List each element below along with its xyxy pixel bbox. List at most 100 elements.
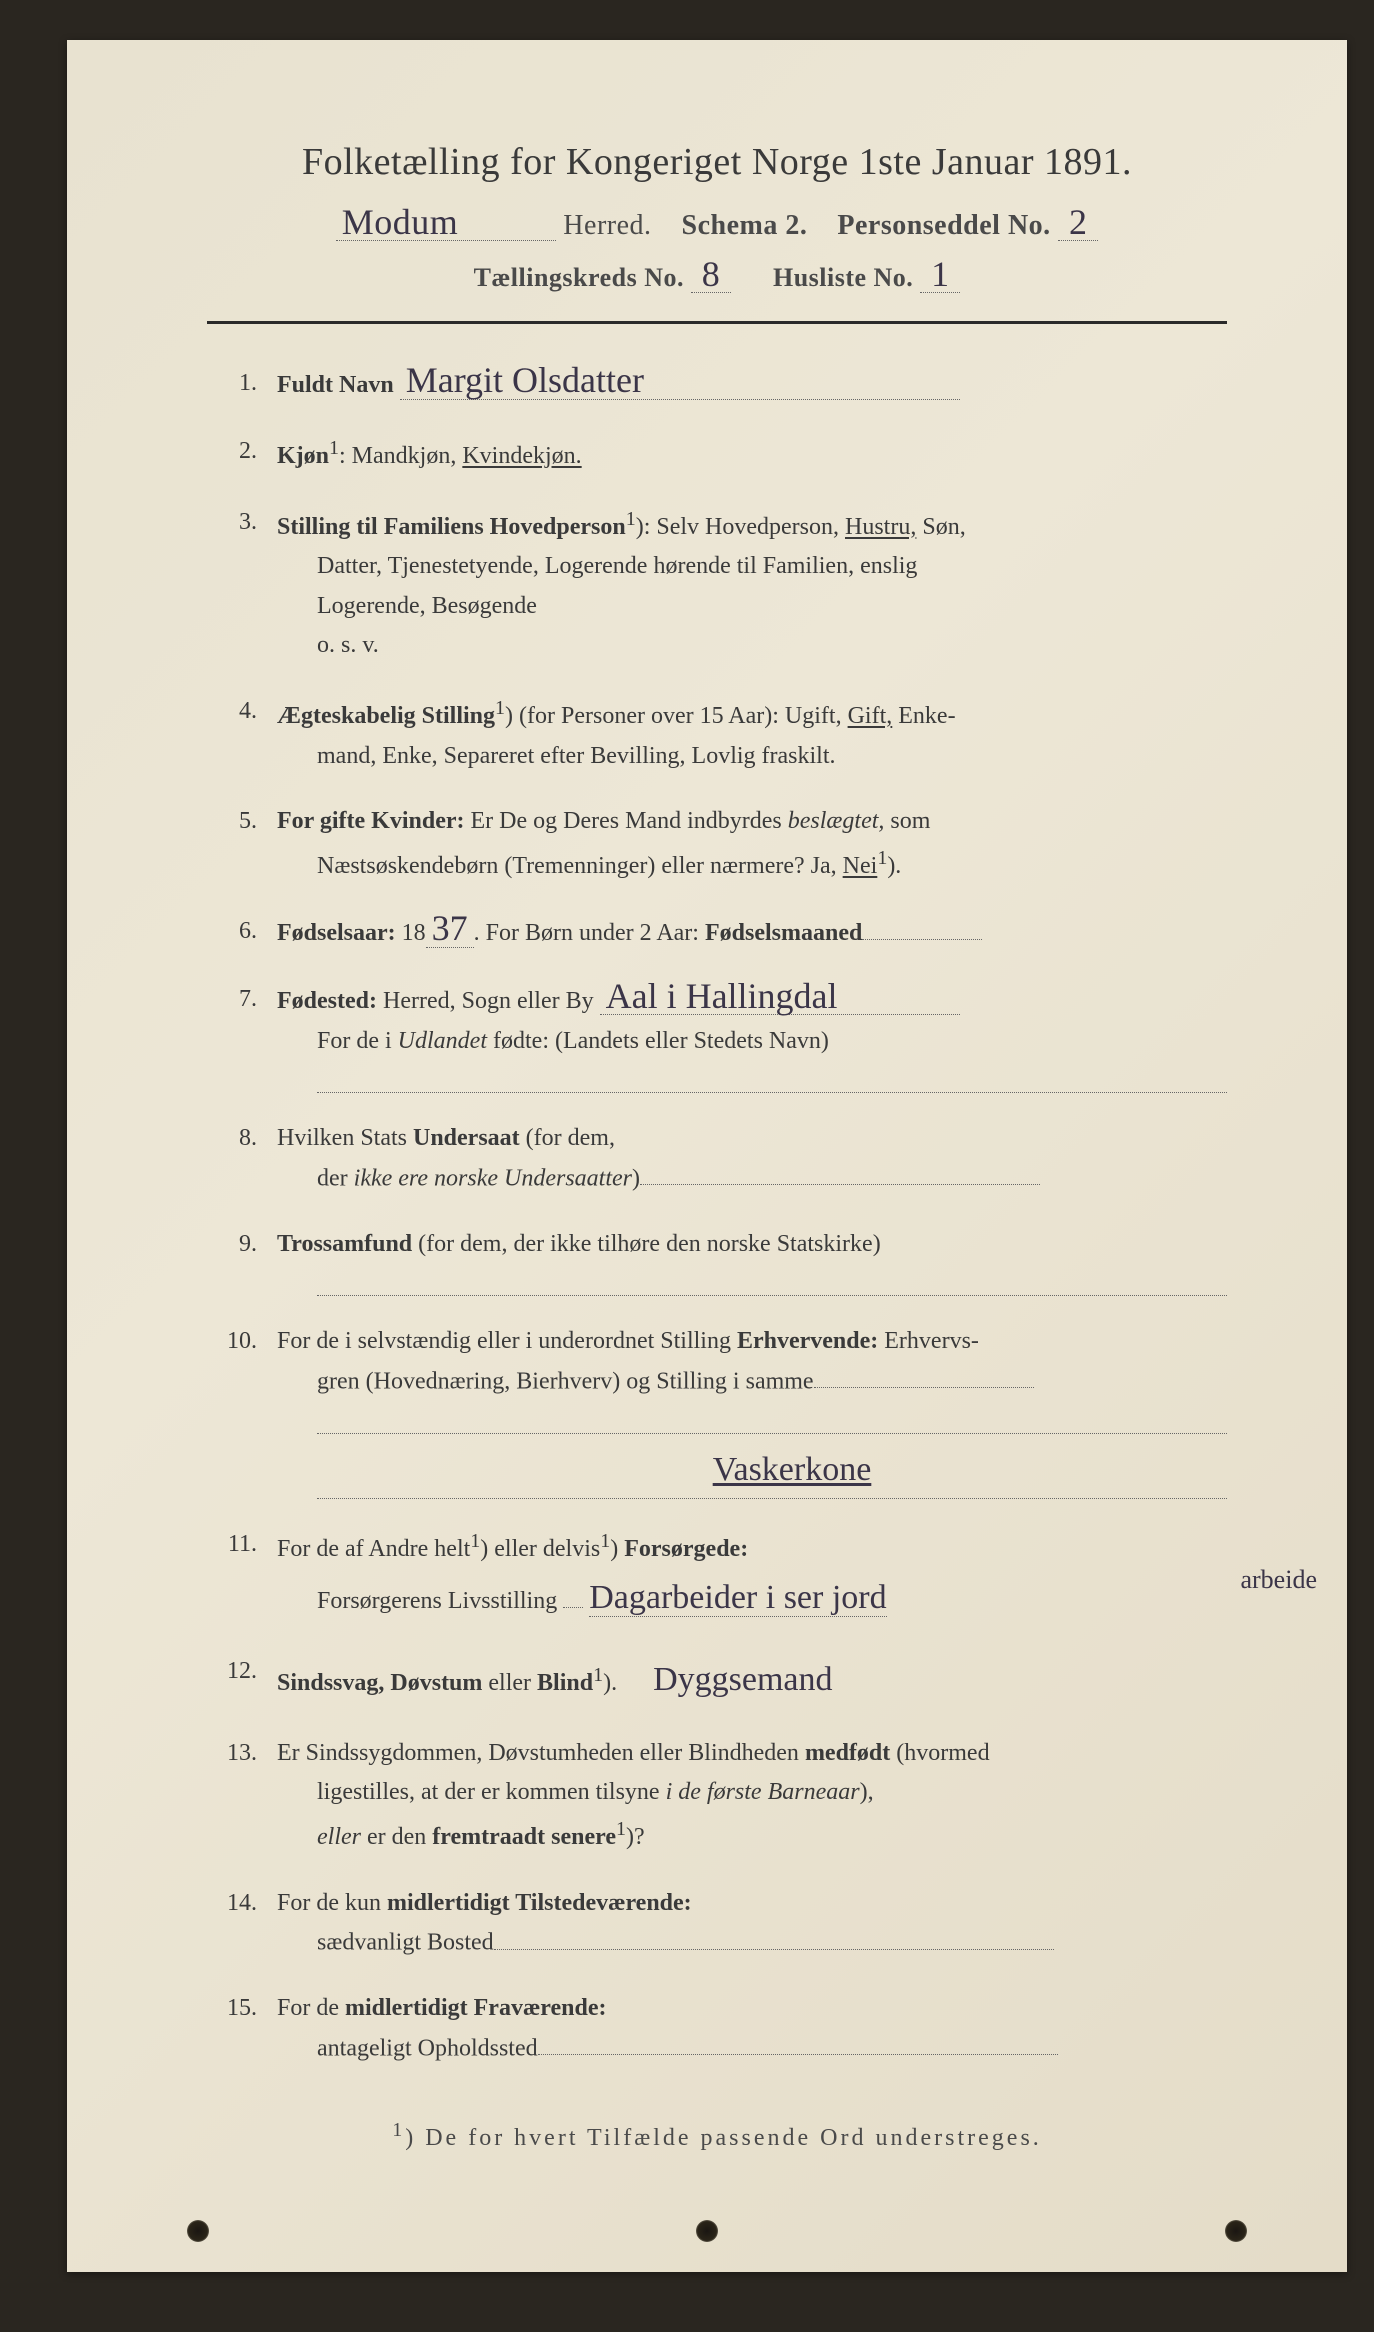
q13-close: )? <box>626 1824 645 1850</box>
q8: Hvilken Stats Undersaat (for dem, der ik… <box>207 1119 1227 1199</box>
q14-a: For de kun <box>277 1890 387 1916</box>
q13-mid: er den <box>361 1824 432 1850</box>
q11: For de af Andre helt1) eller delvis1) Fo… <box>207 1525 1227 1626</box>
q12-close: ). <box>603 1670 617 1696</box>
q3-line4: o. s. v. <box>277 626 1227 666</box>
q12: Sindssvag, Døvstum eller Blind1). Dyggse… <box>207 1652 1227 1708</box>
q11-mid: ) eller delvis <box>480 1536 600 1562</box>
q4-selected: Gift, <box>848 703 893 729</box>
q10-a: For de i selvstændig eller i underordnet… <box>277 1328 737 1354</box>
q5-em: beslægtet, <box>788 808 885 834</box>
q3-sup: 1 <box>626 508 636 530</box>
q2-label: Kjøn <box>277 443 329 469</box>
q4-label: Ægteskabelig Stilling <box>277 703 495 729</box>
footnote-text: ) De for hvert Tilfælde passende Ord und… <box>405 2125 1042 2151</box>
q7-value: Aal i Hallingdal <box>600 980 960 1015</box>
q1-label: Fuldt Navn <box>277 372 394 398</box>
q11-line2-label: Forsørgerens Livsstilling <box>317 1588 557 1614</box>
q4-rest1: Enke- <box>892 703 955 729</box>
q15-line2-label: antageligt Opholdssted <box>317 2035 538 2061</box>
footnote: 1) De for hvert Tilfælde passende Ord un… <box>207 2119 1227 2152</box>
q5-line2a: Næstsøskendebørn (Tremenninger) eller næ… <box>317 853 843 879</box>
q8-b: (for dem, <box>520 1125 615 1151</box>
q3-line2: Datter, Tjenestetyende, Logerende hørend… <box>277 547 1227 587</box>
q3-b: Søn, <box>916 514 965 540</box>
q15: For de midlertidigt Fraværende: antageli… <box>207 1989 1227 2069</box>
q3-selected: Hustru, <box>845 514 916 540</box>
q11-gap <box>563 1581 583 1607</box>
q13-bold3: fremtraadt senere <box>432 1824 616 1850</box>
q5-q2: som <box>884 808 930 834</box>
q7-text: Herred, Sogn eller By <box>377 988 600 1014</box>
q6-year: 37 <box>426 912 474 947</box>
q12-value: Dyggsemand <box>653 1661 832 1698</box>
q13-line2: ligestilles, at der er kommen tilsyne i … <box>277 1773 1227 1813</box>
q7-em: Udlandet <box>398 1028 487 1054</box>
q5-close: ). <box>887 853 901 879</box>
q10-line2: gren (Hovednæring, Bierhverv) og Stillin… <box>277 1362 1227 1402</box>
q14-bold: midlertidigt Tilstedeværende: <box>387 1890 692 1916</box>
punch-hole-icon <box>1225 2220 1247 2242</box>
q5-label: For gifte Kvinder: <box>277 808 465 834</box>
q15-blank <box>538 2029 1058 2055</box>
q6-prefix: 18 <box>396 920 426 946</box>
q9: Trossamfund (for dem, der ikke tilhøre d… <box>207 1225 1227 1297</box>
q7: Fødested: Herred, Sogn eller By Aal i Ha… <box>207 980 1227 1093</box>
q11-sup1: 1 <box>470 1530 480 1552</box>
q6-label-b: . For Børn under 2 Aar: <box>474 920 705 946</box>
footnote-sup: 1 <box>392 2119 405 2141</box>
q14-blank <box>494 1923 1054 1949</box>
q7-blank-line <box>317 1069 1227 1093</box>
q15-line2: antageligt Opholdssted <box>277 2029 1227 2069</box>
q8-a: Hvilken Stats <box>277 1125 413 1151</box>
q15-bold: midlertidigt Fraværende: <box>345 1995 607 2021</box>
q11-bold: Forsørgede: <box>624 1536 748 1562</box>
q13-em: i de første Barneaar <box>666 1779 860 1805</box>
q8-blank <box>640 1159 1040 1185</box>
q10-bold: Erhvervende: <box>737 1328 878 1354</box>
q11-b: ) <box>610 1536 624 1562</box>
q13: Er Sindssygdommen, Døvstumheden eller Bl… <box>207 1734 1227 1858</box>
kreds-label: Tællingskreds No. <box>474 263 684 292</box>
q4: Ægteskabelig Stilling1) (for Personer ov… <box>207 692 1227 776</box>
q2-sup: 1 <box>329 437 339 459</box>
herred-label: Herred. <box>563 210 651 241</box>
question-list: Fuldt Navn Margit Olsdatter Kjøn1: Mandk… <box>207 364 1227 2068</box>
q11-line2: Forsørgerens Livsstilling Dagarbeider i … <box>277 1570 1227 1626</box>
header-line-2: Modum Herred. Schema 2. Personseddel No.… <box>207 206 1227 242</box>
q7-line2b: fødte: (Landets eller Stedets Navn) <box>487 1028 829 1054</box>
q6-label-a: Fødselsaar: <box>277 920 396 946</box>
q8-line2: der ikke ere norske Undersaatter) <box>277 1159 1227 1199</box>
q15-a: For de <box>277 1995 345 2021</box>
q3-label: Stilling til Familiens Hovedperson <box>277 514 626 540</box>
q6: Fødselsaar: 1837. For Børn under 2 Aar: … <box>207 912 1227 954</box>
header-block: Folketælling for Kongeriget Norge 1ste J… <box>207 140 1227 293</box>
q4-cond: ) (for Personer over 15 Aar): Ugift, <box>505 703 848 729</box>
q1: Fuldt Navn Margit Olsdatter <box>207 364 1227 406</box>
q11-sup2: 1 <box>600 1530 610 1552</box>
q7-line2a: For de i <box>317 1028 398 1054</box>
census-form-page: Folketælling for Kongeriget Norge 1ste J… <box>67 40 1347 2272</box>
q10-value-line: Vaskerkone <box>317 1442 1227 1499</box>
q12-mid: eller <box>482 1670 537 1696</box>
punch-hole-icon <box>187 2220 209 2242</box>
q13-bold: medfødt <box>805 1740 890 1766</box>
q10: For de i selvstændig eller i underordnet… <box>207 1322 1227 1499</box>
q10-blank1 <box>814 1362 1034 1388</box>
q13-line2b: ), <box>860 1779 874 1805</box>
q10-value: Vaskerkone <box>713 1451 872 1488</box>
q2-selected: Kvindekjøn. <box>462 443 581 469</box>
q3: Stilling til Familiens Hovedperson1): Se… <box>207 503 1227 666</box>
q13-b: (hvormed <box>890 1740 989 1766</box>
q5-line2: Næstsøskendebørn (Tremenninger) eller næ… <box>277 842 1227 887</box>
q8-line2a: der <box>317 1165 354 1191</box>
q12-bold2: Blind <box>537 1670 593 1696</box>
q5-sup: 1 <box>877 847 887 869</box>
q11-margin-note: arbeide <box>1240 1559 1317 1602</box>
personseddel-no: 2 <box>1058 206 1098 241</box>
personseddel-label: Personseddel No. <box>837 210 1050 241</box>
punch-hole-icon <box>696 2220 718 2242</box>
q8-line2b: ) <box>632 1165 640 1191</box>
herred-handwritten: Modum <box>336 206 556 241</box>
q4-sup: 1 <box>495 697 505 719</box>
